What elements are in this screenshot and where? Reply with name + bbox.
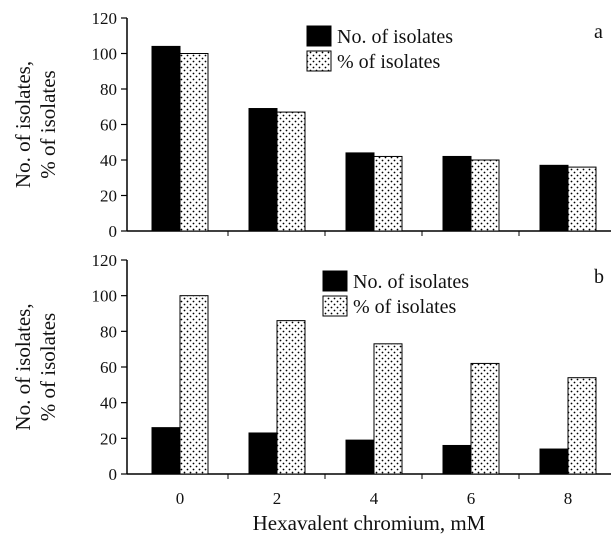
panel-a: 0 20 40 60 80 100 120 No. of isolates % of isola… bbox=[11, 9, 611, 241]
panel-letter: b bbox=[594, 266, 604, 288]
y-tick-label: 20 bbox=[100, 187, 117, 206]
y-axis-title-line: No. of isolates, bbox=[11, 303, 35, 430]
bar-pct-8 bbox=[567, 166, 597, 232]
y-tick-label: 100 bbox=[92, 287, 118, 306]
x-tick-label: 2 bbox=[273, 489, 282, 508]
bar-pct-2 bbox=[276, 320, 306, 475]
y-tick-label: 40 bbox=[100, 394, 117, 413]
y-tick-label: 120 bbox=[92, 9, 118, 28]
bar-count-2 bbox=[248, 432, 278, 475]
x-tick-label: 0 bbox=[176, 489, 185, 508]
bar-pct-8 bbox=[567, 377, 597, 475]
bar-count-0 bbox=[151, 427, 181, 475]
y-axis-title-line: % of isolates bbox=[36, 70, 60, 178]
x-tick-label: 4 bbox=[370, 489, 379, 508]
legend-swatch bbox=[322, 270, 348, 292]
bar-count-0 bbox=[151, 45, 181, 232]
legend-label: No. of isolates bbox=[353, 271, 469, 293]
y-axis-title-line: No. of isolates, bbox=[11, 61, 35, 188]
x-axis-title: Hexavalent chromium, mM bbox=[253, 511, 486, 535]
y-tick-label: 80 bbox=[100, 80, 117, 99]
legend-swatch bbox=[306, 50, 332, 72]
y-tick-label: 120 bbox=[92, 251, 118, 270]
bar-count-2 bbox=[248, 108, 278, 232]
bar-pct-6 bbox=[470, 362, 500, 475]
bar-pct-2 bbox=[276, 111, 306, 232]
x-tick-label: 6 bbox=[467, 489, 476, 508]
bar-pct-4 bbox=[373, 343, 403, 475]
y-tick-label: 60 bbox=[100, 116, 117, 135]
legend-label: % of isolates bbox=[337, 51, 441, 73]
bar-pct-0 bbox=[179, 295, 209, 475]
y-tick-label: 0 bbox=[109, 465, 118, 484]
legend-swatch bbox=[306, 25, 332, 47]
bar-pct-4 bbox=[373, 155, 403, 232]
bar-pct-0 bbox=[179, 53, 209, 232]
bar-count-4 bbox=[345, 152, 375, 232]
x-tick-label: 8 bbox=[564, 489, 573, 508]
bar-count-8 bbox=[539, 164, 569, 232]
legend-swatch bbox=[322, 295, 348, 317]
y-tick-label: 0 bbox=[109, 222, 118, 241]
y-tick-label: 40 bbox=[100, 151, 117, 170]
y-tick-label: 100 bbox=[92, 45, 118, 64]
bar-count-4 bbox=[345, 439, 375, 475]
bar-count-8 bbox=[539, 448, 569, 475]
y-tick-label: 20 bbox=[100, 429, 117, 448]
y-tick-label: 60 bbox=[100, 358, 117, 377]
bar-count-6 bbox=[442, 444, 472, 475]
bar-count-6 bbox=[442, 155, 472, 232]
panel-letter: a bbox=[594, 21, 603, 43]
legend-label: % of isolates bbox=[353, 296, 457, 318]
legend-label: No. of isolates bbox=[337, 26, 453, 48]
y-tick-label: 80 bbox=[100, 322, 117, 341]
bar-pct-6 bbox=[470, 159, 500, 232]
y-axis-title-line: % of isolates bbox=[36, 313, 60, 421]
